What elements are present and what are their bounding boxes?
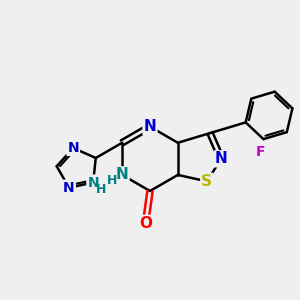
- Text: H: H: [96, 183, 106, 196]
- Text: N: N: [63, 181, 75, 195]
- Text: O: O: [139, 216, 152, 231]
- Text: N: N: [215, 151, 228, 166]
- Text: N: N: [116, 167, 128, 182]
- Text: N: N: [87, 176, 99, 190]
- Text: N: N: [68, 141, 79, 155]
- Text: N: N: [144, 119, 156, 134]
- Text: F: F: [256, 145, 265, 159]
- Text: S: S: [201, 174, 212, 189]
- Text: H: H: [107, 174, 118, 187]
